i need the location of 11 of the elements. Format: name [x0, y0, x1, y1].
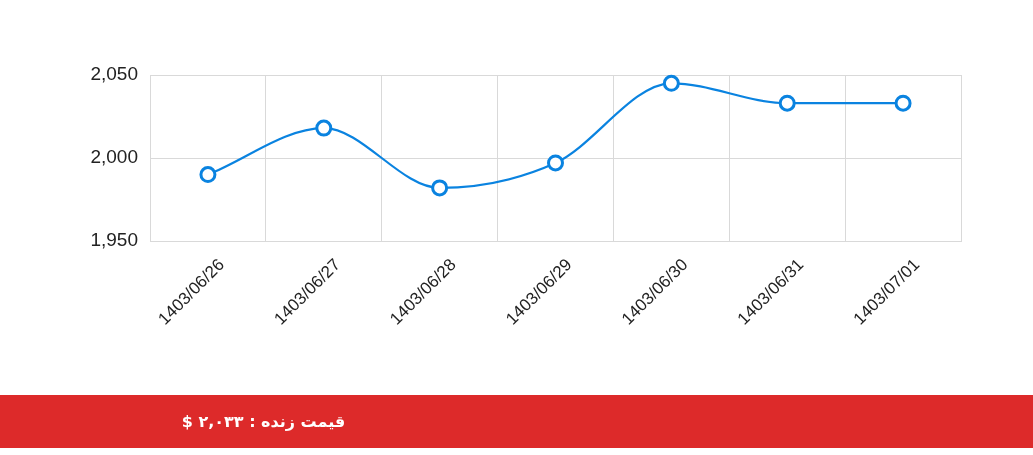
point	[662, 74, 680, 92]
y-tick-label: 2,050	[90, 63, 138, 85]
point	[547, 154, 564, 172]
point	[894, 94, 912, 112]
text: قیمت زنده : ۲,۰۳۳ $	[181, 412, 346, 431]
point	[778, 94, 796, 112]
y-tick-label: 2,000	[90, 146, 138, 168]
y-tick-label: 1,950	[90, 229, 138, 251]
point	[199, 166, 217, 184]
point	[431, 179, 449, 197]
point	[315, 119, 333, 137]
